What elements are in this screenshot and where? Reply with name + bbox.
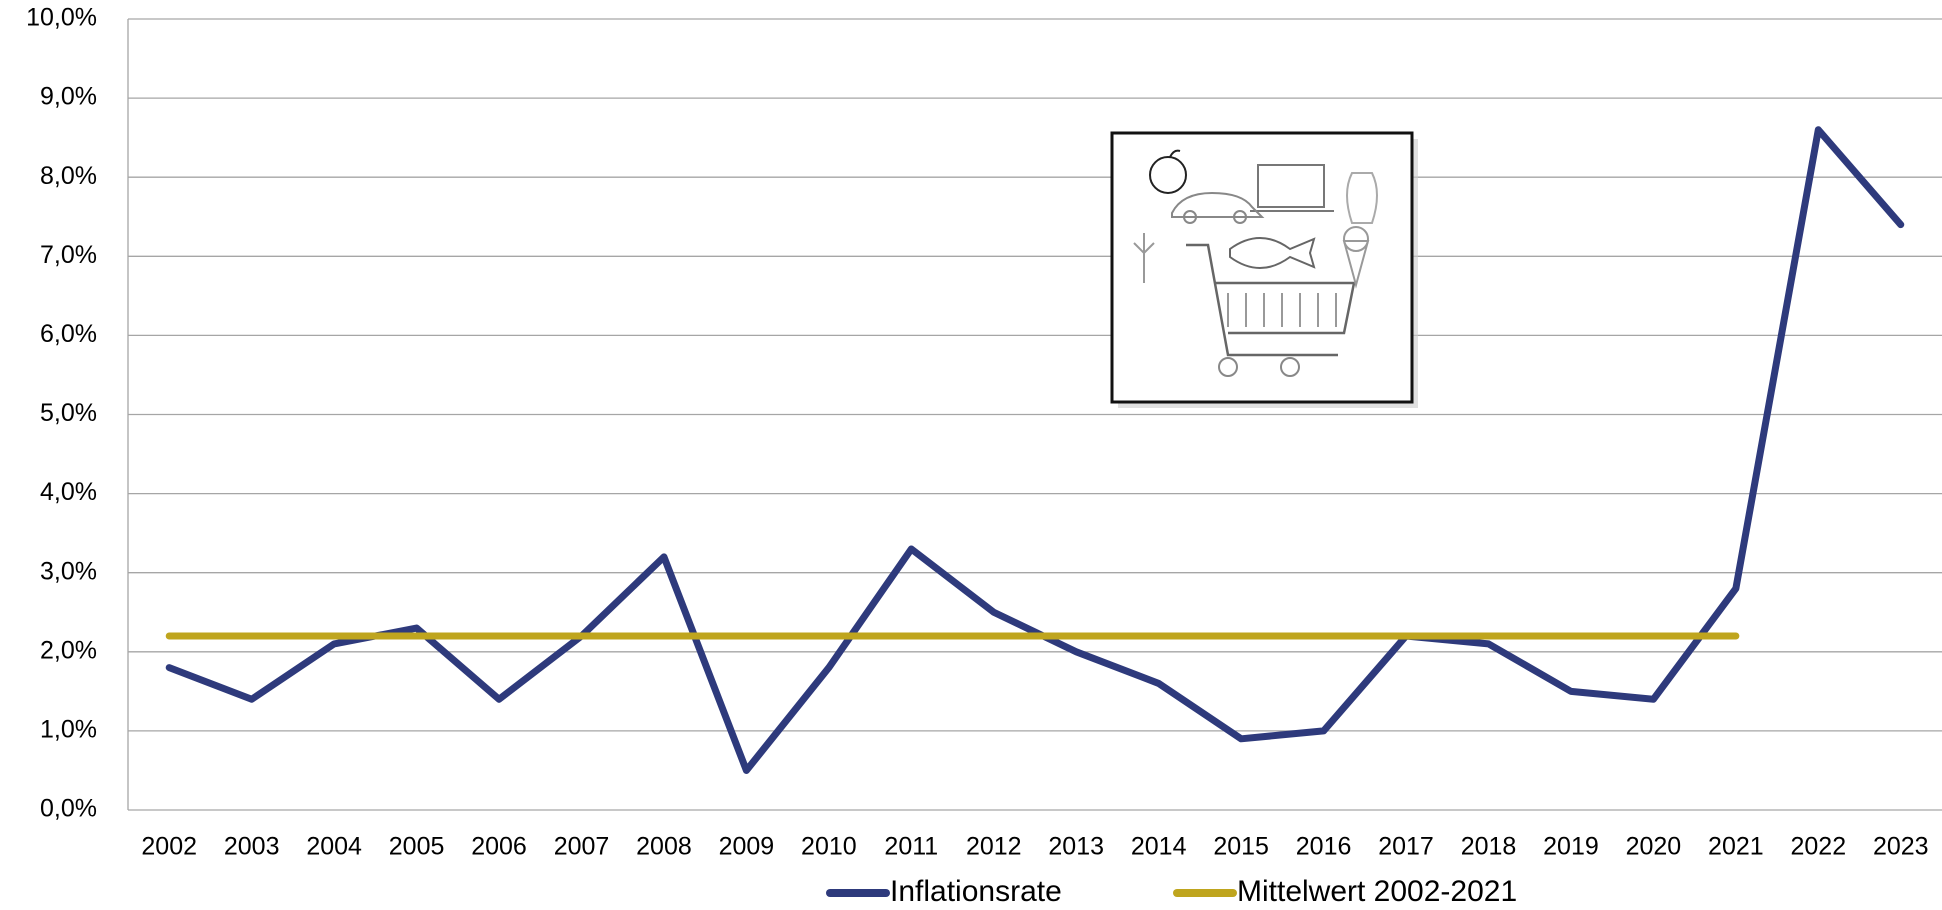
x-tick-label: 2013 <box>1048 833 1104 861</box>
legend-label: Inflationsrate <box>890 875 1062 908</box>
y-tick-label: 3,0% <box>40 557 97 585</box>
illustration <box>1110 131 1418 408</box>
y-tick-label: 4,0% <box>40 478 97 506</box>
x-tick-label: 2006 <box>471 833 527 861</box>
x-tick-label: 2015 <box>1213 833 1269 861</box>
x-tick-label: 2005 <box>389 833 445 861</box>
x-tick-label: 2017 <box>1378 833 1434 861</box>
x-tick-label: 2019 <box>1543 833 1599 861</box>
x-tick-label: 2009 <box>719 833 775 861</box>
y-tick-label: 7,0% <box>40 241 97 269</box>
x-tick-label: 2021 <box>1708 833 1764 861</box>
x-tick-label: 2010 <box>801 833 857 861</box>
legend-label: Mittelwert 2002-2021 <box>1237 875 1517 908</box>
x-tick-label: 2002 <box>141 833 197 861</box>
y-tick-label: 6,0% <box>40 320 97 348</box>
x-tick-label: 2011 <box>884 833 938 861</box>
x-tick-label: 2018 <box>1461 833 1517 861</box>
x-tick-label: 2007 <box>554 833 610 861</box>
series-line <box>165 126 1905 774</box>
y-tick-label: 9,0% <box>40 83 97 111</box>
x-tick-label: 2016 <box>1296 833 1352 861</box>
x-tick-label: 2003 <box>224 833 280 861</box>
x-tick-label: 2023 <box>1873 833 1929 861</box>
y-tick-label: 2,0% <box>40 636 97 664</box>
x-tick-label: 2014 <box>1131 833 1187 861</box>
y-tick-label: 10,0% <box>26 4 97 32</box>
y-tick-label: 1,0% <box>40 716 97 744</box>
x-tick-label: 2022 <box>1791 833 1847 861</box>
grid <box>127 18 1942 811</box>
x-tick-label: 2012 <box>966 833 1022 861</box>
x-tick-label: 2020 <box>1626 833 1682 861</box>
x-tick-label: 2008 <box>636 833 692 861</box>
y-tick-label: 5,0% <box>40 399 97 427</box>
x-tick-label: 2004 <box>306 833 362 861</box>
y-tick-label: 8,0% <box>40 162 97 190</box>
y-tick-label: 0,0% <box>40 795 97 823</box>
